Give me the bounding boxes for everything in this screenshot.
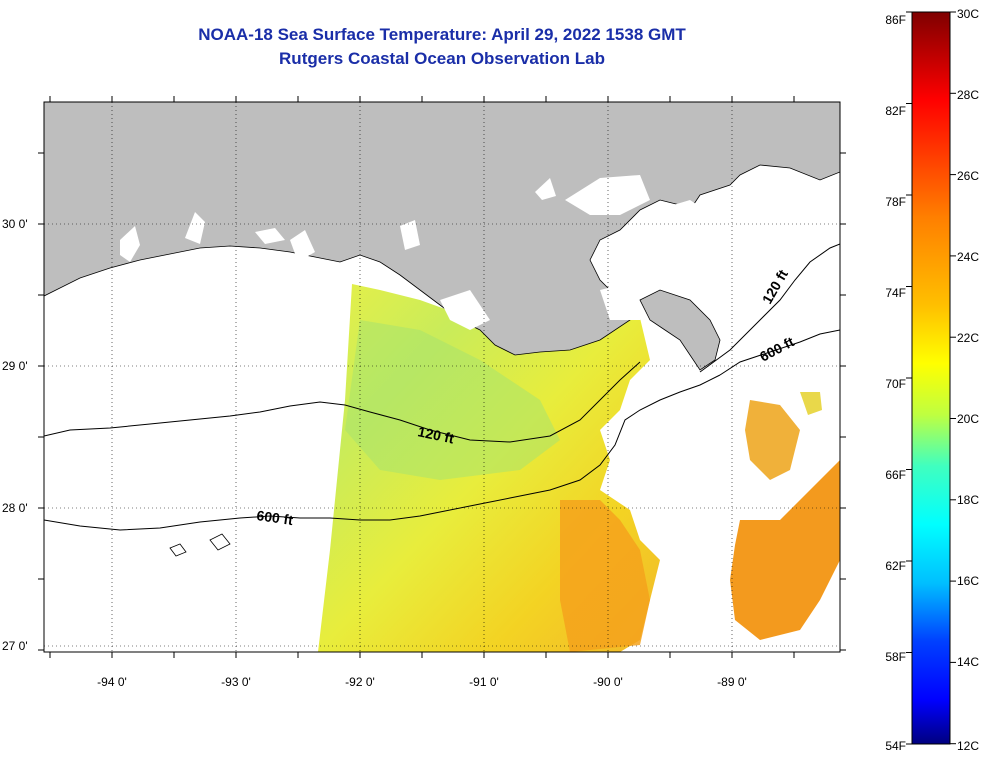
graticule [44, 102, 840, 652]
cb-c-22: 22C [957, 331, 979, 345]
map-ticks [38, 96, 846, 658]
bank-shoal [169, 533, 231, 557]
lon-label-93: -93 0' [221, 675, 251, 689]
sst-cool-patch [345, 320, 560, 480]
lon-label-89: -89 0' [717, 675, 747, 689]
cb-f-58: 58F [885, 650, 906, 664]
cb-c-16: 16C [957, 574, 979, 588]
map-area: 120 ft 600 ft 120 ft 600 ft [44, 102, 840, 652]
mississippi-delta [639, 289, 721, 371]
color-bar [911, 11, 951, 745]
cb-c-24: 24C [957, 250, 979, 264]
contour-label-120ft-west: 120 ft [416, 423, 455, 446]
cb-f-62: 62F [885, 559, 906, 573]
coastal-marsh-2 [440, 290, 490, 330]
lat-label-30: 30 0' [2, 217, 28, 231]
lake-grand [290, 230, 315, 262]
cb-f-74: 74F [885, 286, 906, 300]
lat-label-27: 27 0' [2, 639, 28, 653]
cb-f-54: 54F [885, 739, 906, 753]
cb-f-70: 70F [885, 377, 906, 391]
lake-borgne [640, 200, 720, 255]
cb-f-86: 86F [885, 13, 906, 27]
contour-120ft-west [44, 361, 641, 443]
contour-label-600ft-west: 600 ft [256, 507, 295, 528]
lake-maurepas [535, 178, 556, 200]
sst-warm-patch-east [730, 460, 840, 640]
sound-breton [660, 260, 720, 300]
cb-c-30: 30C [957, 7, 979, 21]
sst-cloud-fragments [745, 400, 800, 480]
cb-c-26: 26C [957, 169, 979, 183]
cb-c-18: 18C [957, 493, 979, 507]
cb-c-14: 14C [957, 655, 979, 669]
cb-c-12: 12C [957, 739, 979, 753]
cb-c-28: 28C [957, 88, 979, 102]
lake-sabine [185, 212, 205, 244]
lake-white [255, 228, 285, 244]
cb-f-78: 78F [885, 195, 906, 209]
sst-cloud-fragments-2 [800, 392, 822, 415]
lake-salvador [400, 220, 420, 250]
lat-label-28: 28 0' [2, 501, 28, 515]
lon-label-91: -91 0' [469, 675, 499, 689]
contour-600ft-east [719, 329, 840, 376]
lon-label-90: -90 0' [593, 675, 623, 689]
lake-calcasieu [120, 226, 140, 262]
lake-pontchartrain [565, 175, 650, 215]
cb-f-66: 66F [885, 468, 906, 482]
contour-600ft-west [44, 374, 721, 531]
contour-120ft-east [699, 243, 840, 373]
lat-label-29: 29 0' [2, 359, 28, 373]
cb-c-20: 20C [957, 412, 979, 426]
sst-warm-patch [560, 500, 650, 652]
land-mass [44, 102, 840, 356]
title-line-1: NOAA-18 Sea Surface Temperature: April 2… [198, 25, 686, 44]
chandeleur-no-data [710, 190, 840, 340]
title-line-2: Rutgers Coastal Ocean Observation Lab [279, 49, 605, 68]
map-frame [43, 101, 841, 653]
color-bar-ticks [906, 11, 956, 745]
cb-f-82: 82F [885, 104, 906, 118]
lon-label-92: -92 0' [345, 675, 375, 689]
lon-label-94: -94 0' [97, 675, 127, 689]
